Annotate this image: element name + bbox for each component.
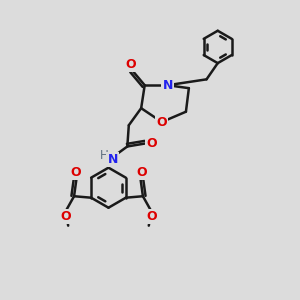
Text: O: O — [70, 166, 81, 179]
Text: O: O — [157, 116, 167, 128]
Text: N: N — [163, 79, 173, 92]
Text: O: O — [146, 210, 157, 223]
Text: O: O — [137, 166, 147, 179]
Text: H: H — [99, 149, 108, 162]
Text: O: O — [146, 137, 157, 150]
Text: N: N — [107, 153, 118, 166]
Text: O: O — [125, 58, 136, 70]
Text: O: O — [60, 210, 70, 223]
